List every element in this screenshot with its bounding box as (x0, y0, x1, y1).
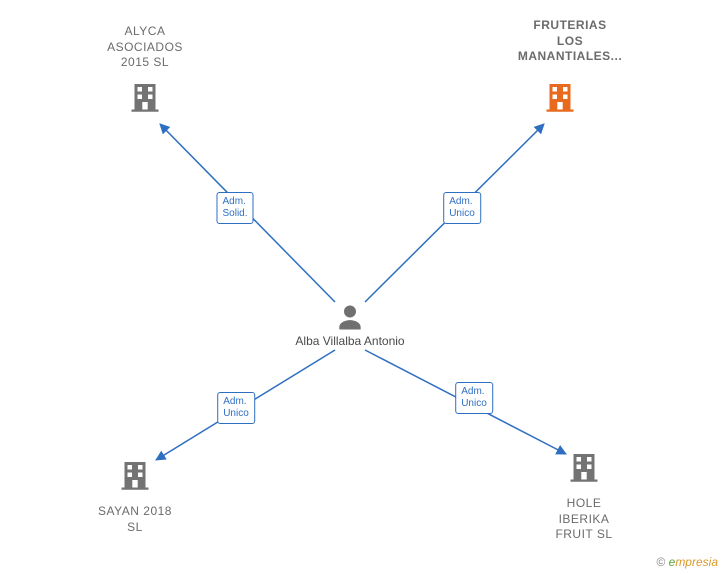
node-label-fruterias: FRUTERIAS LOS MANANTIALES... (518, 18, 622, 65)
footer-credit: © empresia (656, 555, 718, 569)
center-node-label: Alba Villalba Antonio (295, 334, 404, 350)
edges-layer (0, 0, 728, 575)
network-diagram: Alba Villalba Antonio ALYCA ASOCIADOS 20… (0, 0, 728, 575)
edge-label-fruterias: Adm. Unico (443, 192, 481, 224)
edge-label-alyca: Adm. Solid. (216, 192, 253, 224)
person-icon (334, 302, 366, 339)
building-icon-hole (566, 450, 602, 491)
building-icon-alyca (127, 80, 163, 121)
building-icon-sayan (117, 458, 153, 499)
copyright-symbol: © (656, 555, 665, 569)
edge-label-sayan: Adm. Unico (217, 392, 255, 424)
edge-label-hole: Adm. Unico (455, 382, 493, 414)
brand-name: mpresia (675, 555, 718, 569)
node-label-hole: HOLE IBERIKA FRUIT SL (555, 496, 612, 543)
node-label-alyca: ALYCA ASOCIADOS 2015 SL (107, 24, 183, 71)
building-icon-fruterias (542, 80, 578, 121)
node-label-sayan: SAYAN 2018 SL (98, 504, 172, 535)
